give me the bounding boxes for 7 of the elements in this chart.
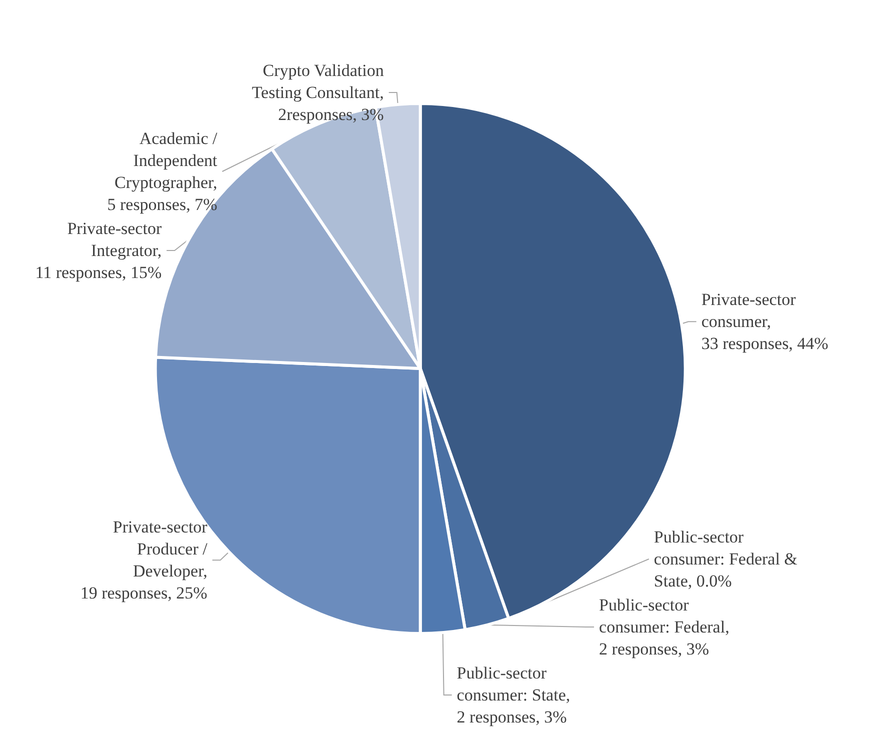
slice-label: Public-sector consumer: State, 2 responses, 3%	[456, 664, 570, 726]
category-label: Public-sector consumer: Federal & State, 0.0%	[654, 528, 798, 590]
slice-label: Public-sector consumer: Federal, 2 responses, 3%	[599, 596, 730, 658]
slice-label: Crypto Validation Testing Consultant, 2responses, 3%	[252, 61, 384, 124]
slice-label: Private-sector Producer / Developer, 19 responses, 25%	[80, 518, 208, 603]
slice-label: Private-sector consumer, 33 responses, 44%	[701, 290, 828, 354]
slice-label: Private-sector Integrator, 11 responses, 15%	[35, 219, 162, 282]
